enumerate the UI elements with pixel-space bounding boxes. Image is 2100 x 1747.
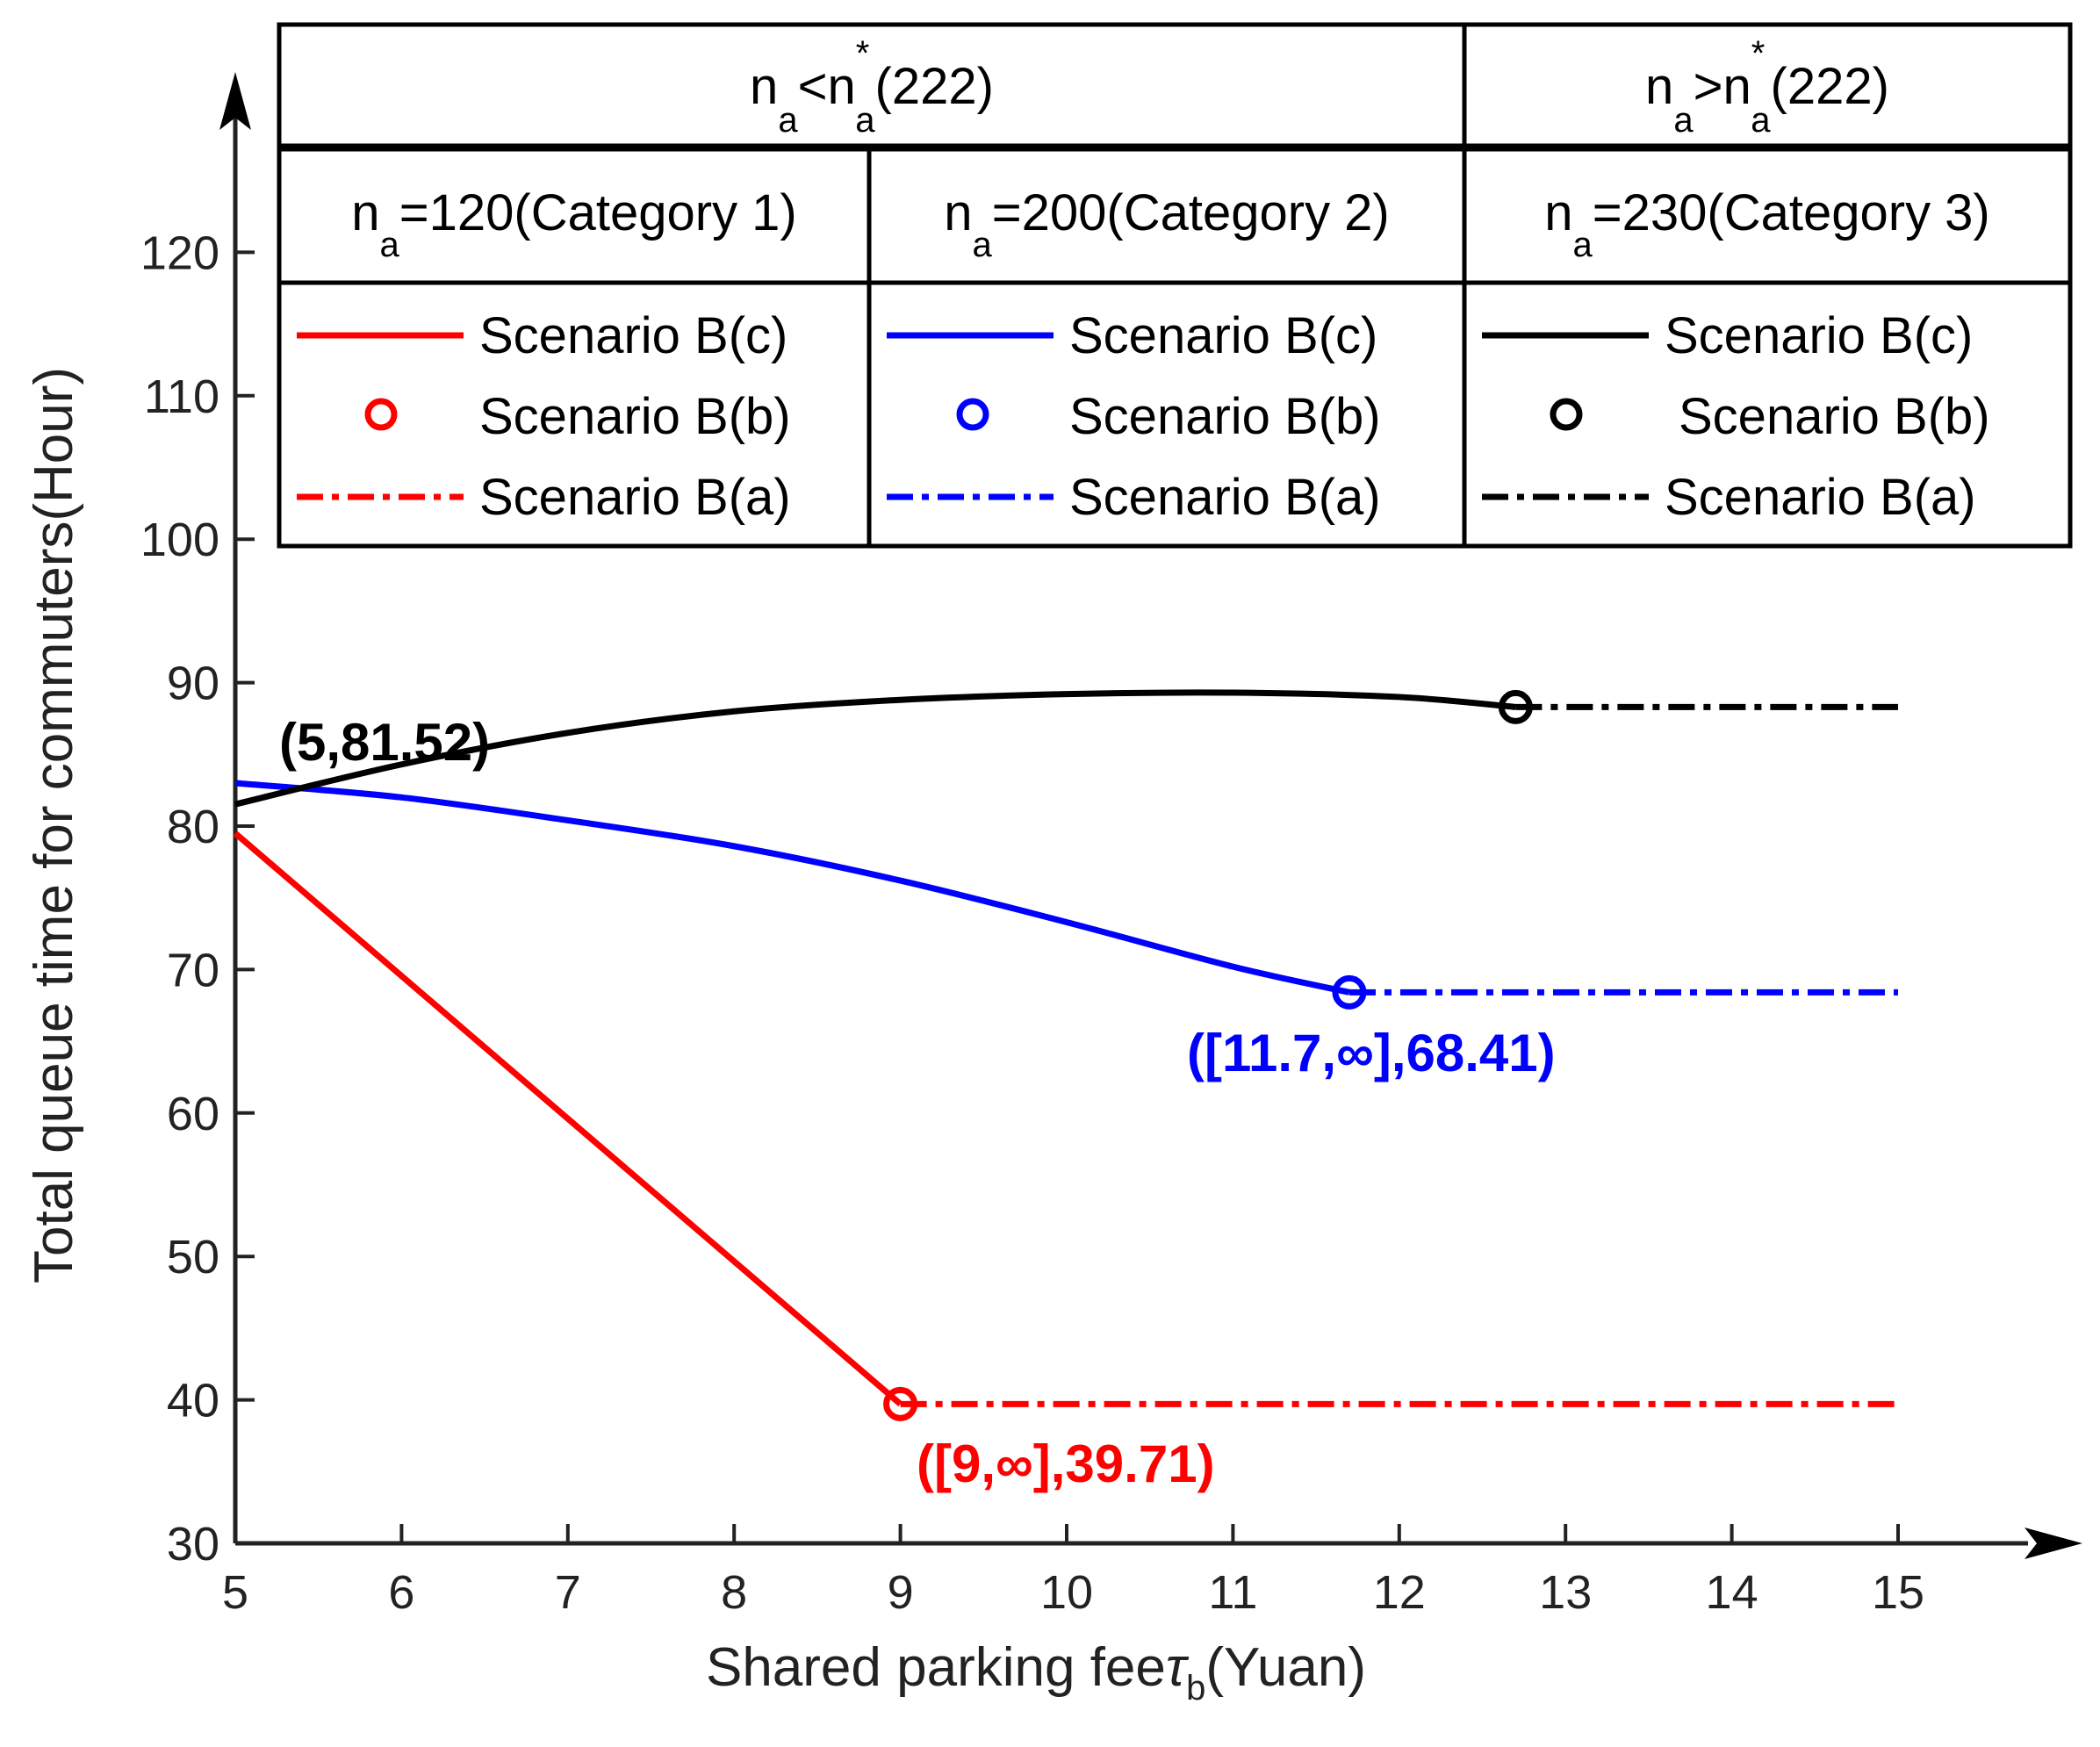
x-axis-label-symbol: τ	[1166, 1637, 1190, 1698]
x-tick-label: 10	[1040, 1566, 1093, 1619]
legend-cat3-entry-b: Scenario B(b)	[1679, 388, 1990, 445]
legend-category-3-text: =230(Category 3)	[1593, 184, 1990, 241]
legend-header-left-n2: n	[827, 58, 855, 115]
y-ticks: 30 40 50 60 70 80 90 100 110 120	[140, 226, 255, 1571]
x-tick-label: 11	[1208, 1566, 1257, 1619]
legend-header-box	[277, 22, 2073, 148]
legend-category-2-text: =200(Category 2)	[992, 184, 1390, 241]
legend-category-1-sub: a	[380, 226, 400, 264]
legend-header-right-sub: a	[1673, 101, 1694, 140]
legend-header-right-sup: *	[1751, 34, 1766, 73]
legend-category-2-label: na=200(Category 2)	[944, 184, 1390, 264]
annotation-category-3: (5,81.52)	[279, 713, 490, 772]
data-marker-1	[1332, 974, 1367, 1010]
legend-header-left-sub: a	[778, 101, 798, 140]
x-axis-label-unit: (Yuan)	[1205, 1637, 1366, 1698]
y-tick-label: 40	[167, 1375, 219, 1427]
legend-header-right-n2: n	[1722, 58, 1751, 115]
y-axis-arrow	[219, 72, 251, 130]
x-axis-arrow	[2024, 1528, 2082, 1559]
legend-table: na<n* a(222) na>n* a(222) na=120(Category …	[277, 22, 2073, 549]
legend-category-1-text: =120(Category 1)	[399, 184, 797, 241]
legend-cat1-entry-c: Scenario B(c)	[479, 307, 788, 364]
y-tick-label: 70	[167, 944, 219, 996]
y-tick-label: 80	[167, 801, 219, 853]
x-axis-label-main: Shared parking fee	[706, 1637, 1166, 1698]
legend-header-left-sup: *	[856, 34, 870, 73]
x-axis-label-subscript: b	[1186, 1669, 1205, 1707]
series-line-4	[234, 689, 1516, 808]
annotation-category-1: ([9,∞],39.71)	[917, 1434, 1215, 1493]
legend-cat1-entry-a: Scenario B(a)	[479, 469, 791, 526]
x-tick-label: 13	[1539, 1566, 1592, 1619]
legend-header-left: na<n* a(222)	[750, 34, 994, 140]
x-tick-label: 7	[555, 1566, 581, 1619]
legend-cat1-entry-b: Scenario B(b)	[479, 388, 791, 445]
legend-body-box	[277, 147, 2073, 549]
legend-cat3-entry-c: Scenario B(c)	[1665, 307, 1973, 364]
legend-header-left-sub2: a	[855, 101, 875, 140]
series-layer	[233, 689, 1898, 1407]
legend-cat2-marker	[956, 398, 989, 431]
x-tick-label: 6	[388, 1566, 414, 1619]
legend-header-left-val: (222)	[875, 58, 994, 115]
legend-header-left-rel: <	[798, 58, 828, 115]
legend-cat3-entry-a: Scenario B(a)	[1665, 469, 1976, 526]
legend-header-right-sub2: a	[1751, 101, 1771, 140]
annotation-category-2: ([11.7,∞],68.41)	[1187, 1024, 1556, 1082]
series-line-0	[233, 830, 903, 1406]
marker-layer	[883, 689, 1533, 1421]
legend-category-1-label: na=120(Category 1)	[351, 184, 797, 264]
legend-header-left-n: n	[750, 58, 778, 115]
data-marker-2	[1498, 689, 1533, 724]
legend-cat2-entry-c: Scenario B(c)	[1069, 307, 1377, 364]
x-tick-label: 9	[888, 1566, 914, 1619]
x-tick-label: 8	[721, 1566, 747, 1619]
y-tick-label: 90	[167, 658, 219, 710]
y-tick-label: 30	[167, 1518, 219, 1571]
legend-category-1-n: n	[351, 184, 379, 241]
x-tick-label: 15	[1872, 1566, 1924, 1619]
data-marker-0	[883, 1386, 918, 1421]
y-tick-label: 50	[167, 1231, 219, 1283]
y-axis-label: Total queue time for commuters(Hour)	[24, 367, 84, 1283]
x-tick-label: 14	[1706, 1566, 1758, 1619]
legend-cat1-marker	[364, 398, 398, 431]
x-axis-label: Shared parking feeτb(Yuan)	[706, 1637, 1366, 1707]
x-tick-label: 12	[1373, 1566, 1426, 1619]
x-ticks: 5 6 7 8 9 10 11 12 13 14 15	[222, 1524, 1924, 1619]
legend-header-right-val: (222)	[1771, 58, 1889, 115]
y-tick-label: 110	[144, 370, 219, 423]
y-tick-label: 120	[140, 226, 219, 279]
legend-header-right-rel: >	[1694, 58, 1723, 115]
legend-category-2-sub: a	[973, 226, 993, 264]
legend-category-3-sub: a	[1573, 226, 1593, 264]
x-tick-label: 5	[222, 1566, 248, 1619]
legend-header-right-n: n	[1645, 58, 1673, 115]
y-tick-label: 100	[140, 514, 219, 566]
legend-cat3-marker	[1550, 398, 1583, 431]
y-tick-label: 60	[167, 1088, 219, 1140]
legend-header-right: na>n* a(222)	[1645, 34, 1889, 140]
legend-category-3-n: n	[1544, 184, 1572, 241]
legend-cat2-entry-b: Scenario B(b)	[1069, 388, 1381, 445]
legend-cat2-entry-a: Scenario B(a)	[1069, 469, 1381, 526]
legend-category-2-n: n	[944, 184, 972, 241]
legend-category-3-label: na=230(Category 3)	[1544, 184, 1990, 264]
series-line-2	[234, 780, 1350, 996]
